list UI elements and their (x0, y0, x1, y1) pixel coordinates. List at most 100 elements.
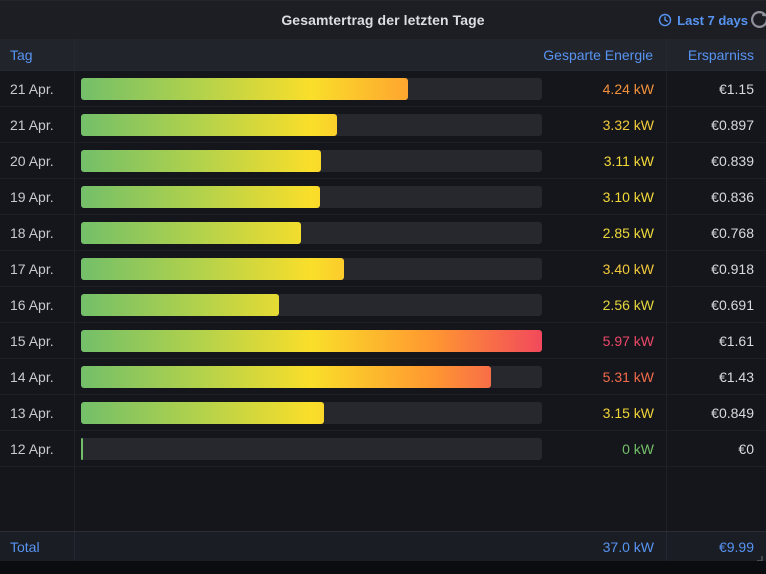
bar-gradient (81, 221, 302, 244)
bar-track (81, 437, 542, 460)
column-header-tag[interactable]: Tag (0, 39, 75, 70)
day-label: 19 Apr. (0, 179, 75, 214)
table-row: 21 Apr. 3.32 kW €0.897 (0, 107, 766, 143)
energy-value: 4.24 kW (602, 80, 654, 97)
savings-value: €0.918 (711, 260, 754, 277)
day-label: 15 Apr. (0, 323, 75, 358)
day-label: 18 Apr. (0, 215, 75, 250)
bar-fill (81, 401, 325, 424)
column-header-gesparte-energie[interactable]: Gesparte Energie (75, 39, 667, 70)
bar-track (81, 365, 542, 388)
energy-value: 2.85 kW (602, 224, 654, 241)
footer-total-savings: €9.99 (718, 538, 754, 555)
bar-fill (81, 113, 338, 136)
table-row: 19 Apr. 3.10 kW €0.836 (0, 179, 766, 215)
bar-track (81, 293, 542, 316)
bar-gradient (81, 365, 492, 388)
energy-value: 5.97 kW (602, 332, 654, 349)
bar-track (81, 185, 542, 208)
bar-gradient (81, 401, 325, 424)
savings-value: €0.691 (711, 296, 754, 313)
energy-value: 3.15 kW (602, 404, 654, 421)
bar-fill (81, 437, 83, 460)
day-label: 20 Apr. (0, 143, 75, 178)
table-row: 18 Apr. 2.85 kW €0.768 (0, 215, 766, 251)
time-range-picker[interactable]: Last 7 days (658, 1, 748, 39)
day-label: 21 Apr. (0, 107, 75, 142)
energy-value: 3.32 kW (602, 116, 654, 133)
bar-track (81, 257, 542, 280)
energy-value: 3.10 kW (602, 188, 654, 205)
footer-total-energy: 37.0 kW (75, 532, 667, 561)
table-body: 21 Apr. 4.24 kW €1.15 21 Apr. 3.32 kW €0.897 2… (0, 71, 766, 467)
energy-value: 5.31 kW (602, 368, 654, 385)
bar-gradient (81, 257, 344, 280)
energy-value: 3.40 kW (602, 260, 654, 277)
energy-cell: 4.24 kW (75, 71, 667, 106)
bar-gradient (81, 293, 279, 316)
energy-value: 0 kW (622, 440, 654, 457)
energy-cell: 3.32 kW (75, 107, 667, 142)
savings-value: €0.768 (711, 224, 754, 241)
panel-resize-handle[interactable] (754, 549, 763, 561)
table-row: 14 Apr. 5.31 kW €1.43 (0, 359, 766, 395)
bar-gradient (81, 77, 409, 100)
time-range-label: Last 7 days (677, 12, 748, 28)
refresh-icon[interactable] (749, 9, 766, 35)
day-label: 16 Apr. (0, 287, 75, 322)
bar-gradient (81, 113, 338, 136)
savings-value: €0.897 (711, 116, 754, 133)
bar-fill (81, 329, 542, 352)
savings-value: €0.836 (711, 188, 754, 205)
bar-fill (81, 185, 321, 208)
energy-value: 3.11 kW (603, 152, 654, 169)
bar-fill (81, 257, 344, 280)
table-header-row: Tag Gesparte Energie Ersparniss (0, 39, 766, 71)
grafana-panel: Gesamtertrag der letzten Tage Last 7 day… (0, 0, 766, 561)
savings-value: €0.839 (711, 152, 754, 169)
bar-track (81, 149, 542, 172)
energy-value: 2.56 kW (602, 296, 654, 313)
table-row: 16 Apr. 2.56 kW €0.691 (0, 287, 766, 323)
bar-fill (81, 221, 302, 244)
bar-track (81, 113, 542, 136)
energy-cell: 3.15 kW (75, 395, 667, 430)
bar-track (81, 221, 542, 244)
bar-track (81, 401, 542, 424)
table-row: 20 Apr. 3.11 kW €0.839 (0, 143, 766, 179)
energy-cell: 3.40 kW (75, 251, 667, 286)
table-empty-area (0, 467, 766, 531)
bar-fill (81, 149, 322, 172)
day-label: 12 Apr. (0, 431, 75, 466)
bar-gradient (81, 149, 322, 172)
day-label: 17 Apr. (0, 251, 75, 286)
panel-header: Gesamtertrag der letzten Tage Last 7 day… (0, 1, 766, 39)
table-row: 15 Apr. 5.97 kW €1.61 (0, 323, 766, 359)
table-row: 12 Apr. 0 kW €0 (0, 431, 766, 467)
bar-fill (81, 293, 279, 316)
energy-cell: 2.56 kW (75, 287, 667, 322)
energy-cell: 0 kW (75, 431, 667, 466)
savings-value: €0 (738, 440, 754, 457)
column-header-ersparniss[interactable]: Ersparniss (687, 46, 754, 63)
savings-value: €1.15 (718, 80, 754, 97)
energy-cell: 3.10 kW (75, 179, 667, 214)
table-row: 21 Apr. 4.24 kW €1.15 (0, 71, 766, 107)
day-label: 21 Apr. (0, 71, 75, 106)
energy-cell: 2.85 kW (75, 215, 667, 250)
energy-cell: 3.11 kW (75, 143, 667, 178)
day-label: 14 Apr. (0, 359, 75, 394)
bar-track (81, 329, 542, 352)
bar-fill (81, 77, 409, 100)
bar-track (81, 77, 542, 100)
panel-title[interactable]: Gesamtertrag der letzten Tage (281, 12, 485, 28)
table-row: 17 Apr. 3.40 kW €0.918 (0, 251, 766, 287)
savings-value: €1.61 (718, 332, 754, 349)
bar-gradient (81, 329, 542, 352)
savings-value: €0.849 (711, 404, 754, 421)
table-footer-row: Total 37.0 kW €9.99 (0, 531, 766, 561)
clock-icon (658, 13, 672, 27)
footer-total-label: Total (0, 532, 75, 561)
day-label: 13 Apr. (0, 395, 75, 430)
energy-cell: 5.31 kW (75, 359, 667, 394)
